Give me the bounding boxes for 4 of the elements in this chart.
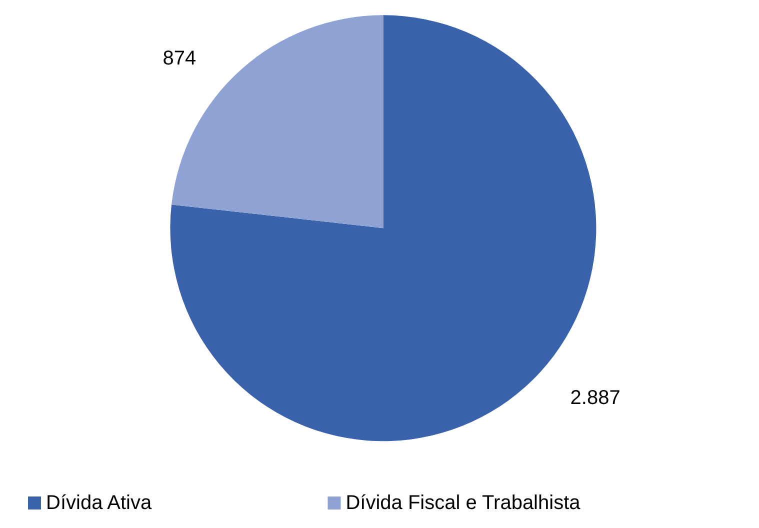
legend-label: Dívida Ativa <box>46 492 152 514</box>
data-label: 2.887 <box>570 387 620 410</box>
legend-label: Dívida Fiscal e Trabalhista <box>346 492 582 514</box>
data-label: 874 <box>162 47 196 70</box>
